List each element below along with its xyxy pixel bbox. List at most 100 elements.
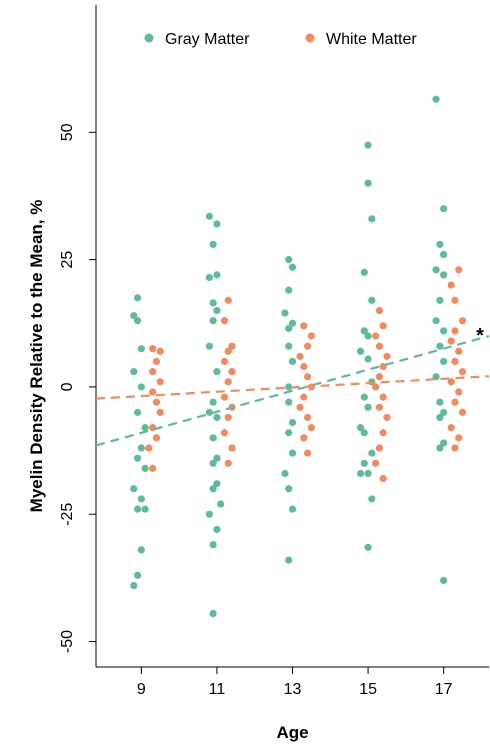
gray-matter-point	[205, 510, 213, 518]
white-matter-point	[307, 332, 315, 340]
gray-matter-point	[133, 294, 142, 302]
white-matter-point	[300, 393, 308, 401]
white-matter-point	[375, 306, 384, 315]
white-matter-point	[372, 459, 380, 467]
white-matter-point	[304, 449, 312, 457]
white-matter-point	[458, 368, 467, 376]
white-matter-point	[149, 424, 157, 432]
gray-matter-point	[356, 469, 365, 478]
gray-matter-point	[368, 215, 376, 223]
x-tick-label: 17	[435, 681, 453, 698]
gray-matter-point	[209, 240, 217, 248]
gray-matter-point	[285, 556, 293, 564]
gray-matter-point	[281, 309, 289, 317]
white-matter-point	[447, 378, 455, 386]
gray-matter-point	[133, 505, 142, 513]
gray-matter-point	[360, 327, 368, 335]
white-matter-point	[455, 266, 463, 274]
gray-matter-point	[133, 317, 142, 325]
white-matter-point	[447, 281, 455, 289]
white-matter-point	[379, 474, 387, 483]
x-axis-title: Age	[276, 723, 308, 742]
white-matter-point	[156, 378, 164, 386]
white-matter-point	[304, 342, 312, 350]
gray-matter-point	[213, 413, 221, 422]
white-matter-point	[375, 403, 384, 411]
gray-matter-point	[288, 319, 297, 327]
gray-matter-point	[213, 220, 221, 228]
gray-matter-point	[209, 434, 217, 442]
white-matter-point	[451, 327, 459, 335]
gray-matter-point	[364, 469, 372, 478]
gray-matter-point	[209, 609, 217, 618]
gray-matter-point	[288, 418, 297, 427]
gray-matter-point	[440, 576, 448, 585]
white-matter-point	[372, 332, 380, 340]
gray-matter-point	[205, 212, 213, 220]
gray-matter-point	[285, 342, 293, 350]
gray-matter-point	[364, 403, 372, 411]
legend-white-matter-marker	[305, 33, 315, 43]
white-matter-point	[224, 296, 232, 304]
gray-matter-point	[285, 429, 293, 437]
y-tick-label: -25	[59, 503, 76, 526]
white-matter-point	[220, 317, 229, 325]
gray-matter-point	[137, 495, 145, 503]
y-tick-label: 25	[59, 251, 76, 269]
gray-matter-point	[137, 546, 145, 554]
white-matter-point	[228, 444, 236, 452]
white-matter-point	[455, 388, 463, 396]
white-matter-point	[224, 459, 232, 467]
white-matter-point	[300, 322, 308, 330]
y-axis-title: Myelin Density Relative to the Mean, %	[27, 200, 46, 513]
gray-matter-point	[285, 256, 293, 264]
white-matter-point	[156, 408, 164, 416]
gray-matter-point	[368, 449, 376, 457]
gray-matter-point	[440, 408, 448, 416]
white-matter-point	[447, 337, 455, 345]
white-matter-point	[224, 413, 232, 422]
white-matter-point	[458, 408, 467, 416]
gray-matter-point	[364, 332, 372, 340]
y-tick-label: 50	[59, 123, 76, 141]
white-matter-point	[296, 352, 304, 360]
gray-matter-point	[288, 357, 297, 366]
white-matter-point	[304, 373, 312, 381]
white-matter-point	[375, 373, 384, 381]
white-matter-point	[300, 434, 308, 442]
white-matter-point	[458, 317, 467, 325]
white-matter-point	[224, 347, 232, 355]
white-matter-point	[296, 403, 304, 411]
white-matter-point	[451, 296, 459, 304]
white-matter-point	[383, 352, 391, 360]
legend-white-matter-label: White Matter	[326, 31, 417, 48]
x-tick-label: 11	[209, 681, 226, 698]
white-matter-point	[451, 444, 459, 452]
gray-matter-point	[285, 485, 293, 493]
gray-matter-point	[436, 398, 444, 406]
gray-matter-point	[440, 439, 448, 447]
white-matter-point	[220, 429, 229, 437]
gray-matter-point	[288, 263, 297, 271]
gray-matter-point	[141, 505, 149, 513]
gray-matter-point	[285, 383, 293, 391]
gray-matter-point	[209, 398, 217, 406]
y-tick-label: 0	[59, 382, 76, 391]
white-matter-point	[379, 393, 387, 401]
gray-matter-point	[364, 355, 372, 363]
white-matter-point	[149, 368, 157, 376]
gray-matter-point	[130, 485, 138, 493]
gray-matter-point	[436, 342, 444, 350]
white-matter-point	[379, 322, 387, 330]
gray-matter-point	[432, 317, 440, 325]
white-matter-point	[447, 424, 455, 432]
white-matter-point	[383, 413, 391, 422]
white-matter-point	[149, 388, 157, 396]
x-tick-label: 9	[137, 681, 146, 698]
gray-matter-point	[205, 342, 213, 350]
white-matter-point	[152, 398, 161, 406]
legend-gray-matter-marker	[144, 33, 154, 43]
white-matter-point	[224, 378, 232, 386]
gray-matter-point	[141, 424, 149, 432]
